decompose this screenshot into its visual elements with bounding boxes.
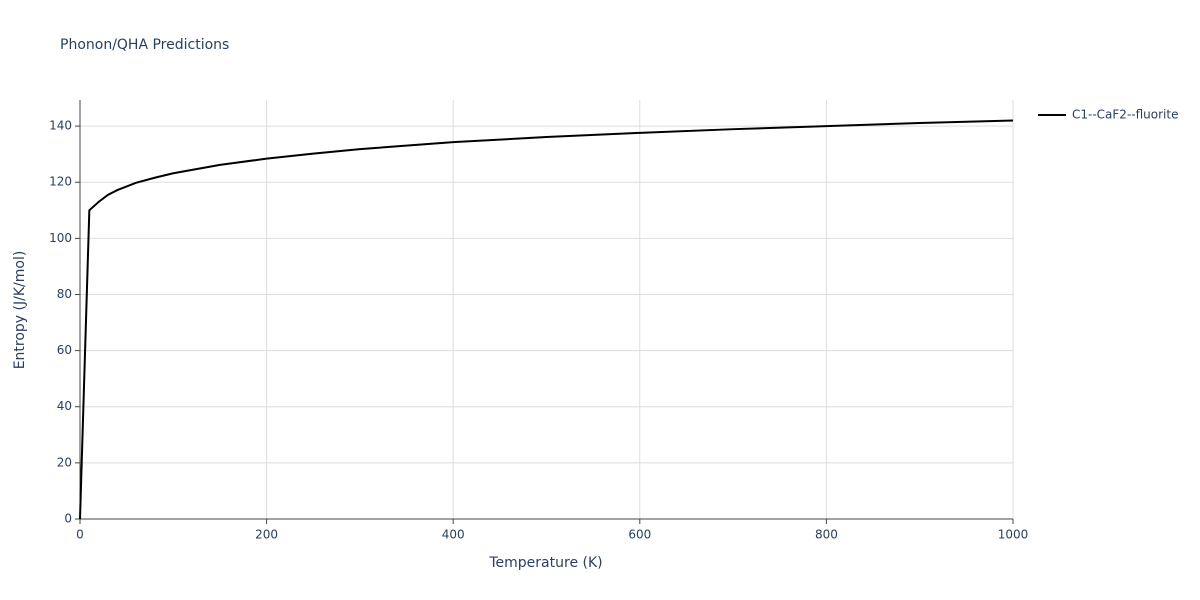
- chart-title: Phonon/QHA Predictions: [60, 37, 229, 53]
- y-tick-label: 0: [64, 512, 72, 526]
- y-tick-label: 60: [57, 343, 72, 357]
- x-tick-label: 600: [628, 528, 651, 542]
- y-tick-label: 100: [49, 231, 72, 245]
- legend-label: C1--CaF2--fluorite: [1072, 108, 1178, 122]
- x-axis-title: Temperature (K): [488, 555, 602, 571]
- x-tick-label: 1000: [998, 528, 1029, 542]
- y-axis-title: Entropy (J/K/mol): [12, 251, 28, 370]
- x-tick-label: 800: [815, 528, 838, 542]
- y-tick-label: 40: [57, 399, 72, 413]
- x-tick-label: 0: [76, 528, 84, 542]
- x-tick-label: 400: [442, 528, 465, 542]
- data-line: [79, 119, 1014, 520]
- y-tick-label: 20: [57, 455, 72, 469]
- y-tick-label: 140: [49, 119, 72, 133]
- y-tick-label: 120: [49, 175, 72, 189]
- y-tick-label: 80: [57, 287, 72, 301]
- x-tick-label: 200: [255, 528, 278, 542]
